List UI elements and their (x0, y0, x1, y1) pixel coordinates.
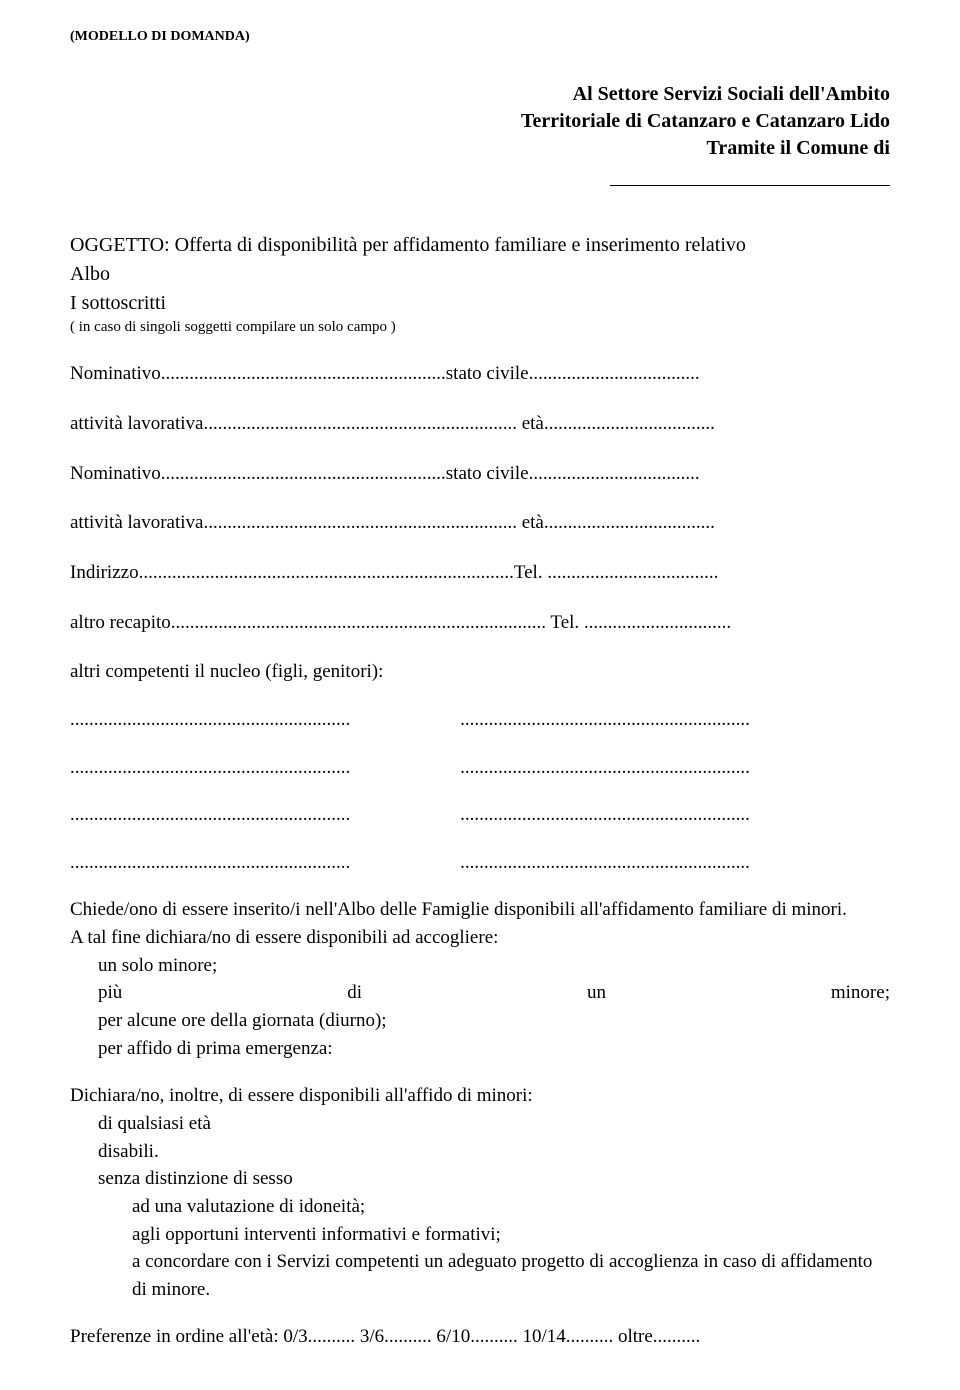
form-model-header: (MODELLO DI DOMANDA) (70, 28, 890, 47)
option-piu-di-un-minore: più di un minore; (70, 980, 890, 1006)
dotted-left: ........................................… (70, 802, 455, 828)
subject-line: OGGETTO: Offerta di disponibilità per af… (70, 232, 890, 259)
option-diurno: per alcune ore della giornata (diurno); (70, 1008, 890, 1034)
declare-intro: Dichiara/no, inoltre, di essere disponib… (70, 1083, 890, 1109)
declare-disabili: disabili. (70, 1139, 890, 1165)
sub-concordare-b: di minore. (70, 1277, 890, 1303)
request-line-1: Chiede/ono di essere inserito/i nell'Alb… (70, 897, 890, 923)
field-recapito: altro recapito..........................… (70, 610, 890, 636)
dotted-right: ........................................… (460, 755, 870, 781)
preferences-line: Preferenze in ordine all'età: 0/3.......… (70, 1324, 890, 1350)
subject-text: Offerta di disponibilità per affidamento… (170, 234, 746, 256)
compile-note: ( in caso di singoli soggetti compilare … (70, 317, 890, 337)
dotted-right: ........................................… (460, 707, 870, 733)
nucleo-row-2: ........................................… (70, 755, 890, 781)
nucleo-row-3: ........................................… (70, 802, 890, 828)
dotted-left: ........................................… (70, 707, 455, 733)
sub-valutazione: ad una valutazione di idoneità; (70, 1194, 890, 1220)
nucleo-row-1: ........................................… (70, 707, 890, 733)
dotted-left: ........................................… (70, 850, 455, 876)
request-line-2: A tal fine dichiara/no di essere disponi… (70, 925, 890, 951)
sub-interventi: agli opportuni interventi informativi e … (70, 1222, 890, 1248)
field-nominativo-1: Nominativo..............................… (70, 361, 890, 387)
option-emergenza: per affido di prima emergenza: (70, 1036, 890, 1062)
field-indirizzo: Indirizzo...............................… (70, 560, 890, 586)
nucleo-intro: altri competenti il nucleo (figli, genit… (70, 659, 890, 685)
nucleo-row-4: ........................................… (70, 850, 890, 876)
recipient-address: Al Settore Servizi Sociali dell'Ambito T… (70, 81, 890, 162)
option-un-solo-minore: un solo minore; (70, 953, 890, 979)
field-nominativo-2: Nominativo..............................… (70, 461, 890, 487)
address-line-2: Territoriale di Catanzaro e Catanzaro Li… (70, 108, 890, 135)
dotted-left: ........................................… (70, 755, 455, 781)
sottoscritti: I sottoscritti (70, 290, 890, 317)
declare-eta: di qualsiasi età (70, 1111, 890, 1137)
comune-blank-line (70, 168, 890, 192)
word-un: un (587, 980, 606, 1006)
address-line-1: Al Settore Servizi Sociali dell'Ambito (70, 81, 890, 108)
word-piu: più (98, 980, 122, 1006)
subject-line-2: Albo (70, 261, 890, 288)
subject-label: OGGETTO: (70, 234, 170, 256)
sub-concordare-a: a concordare con i Servizi competenti un… (70, 1249, 890, 1275)
declare-sesso: senza distinzione di sesso (70, 1166, 890, 1192)
word-minore: minore; (831, 980, 890, 1006)
word-di: di (347, 980, 362, 1006)
address-line-3: Tramite il Comune di (70, 135, 890, 162)
field-attivita-1: attività lavorativa.....................… (70, 411, 890, 437)
dotted-right: ........................................… (460, 802, 870, 828)
field-attivita-2: attività lavorativa.....................… (70, 510, 890, 536)
dotted-right: ........................................… (460, 850, 870, 876)
